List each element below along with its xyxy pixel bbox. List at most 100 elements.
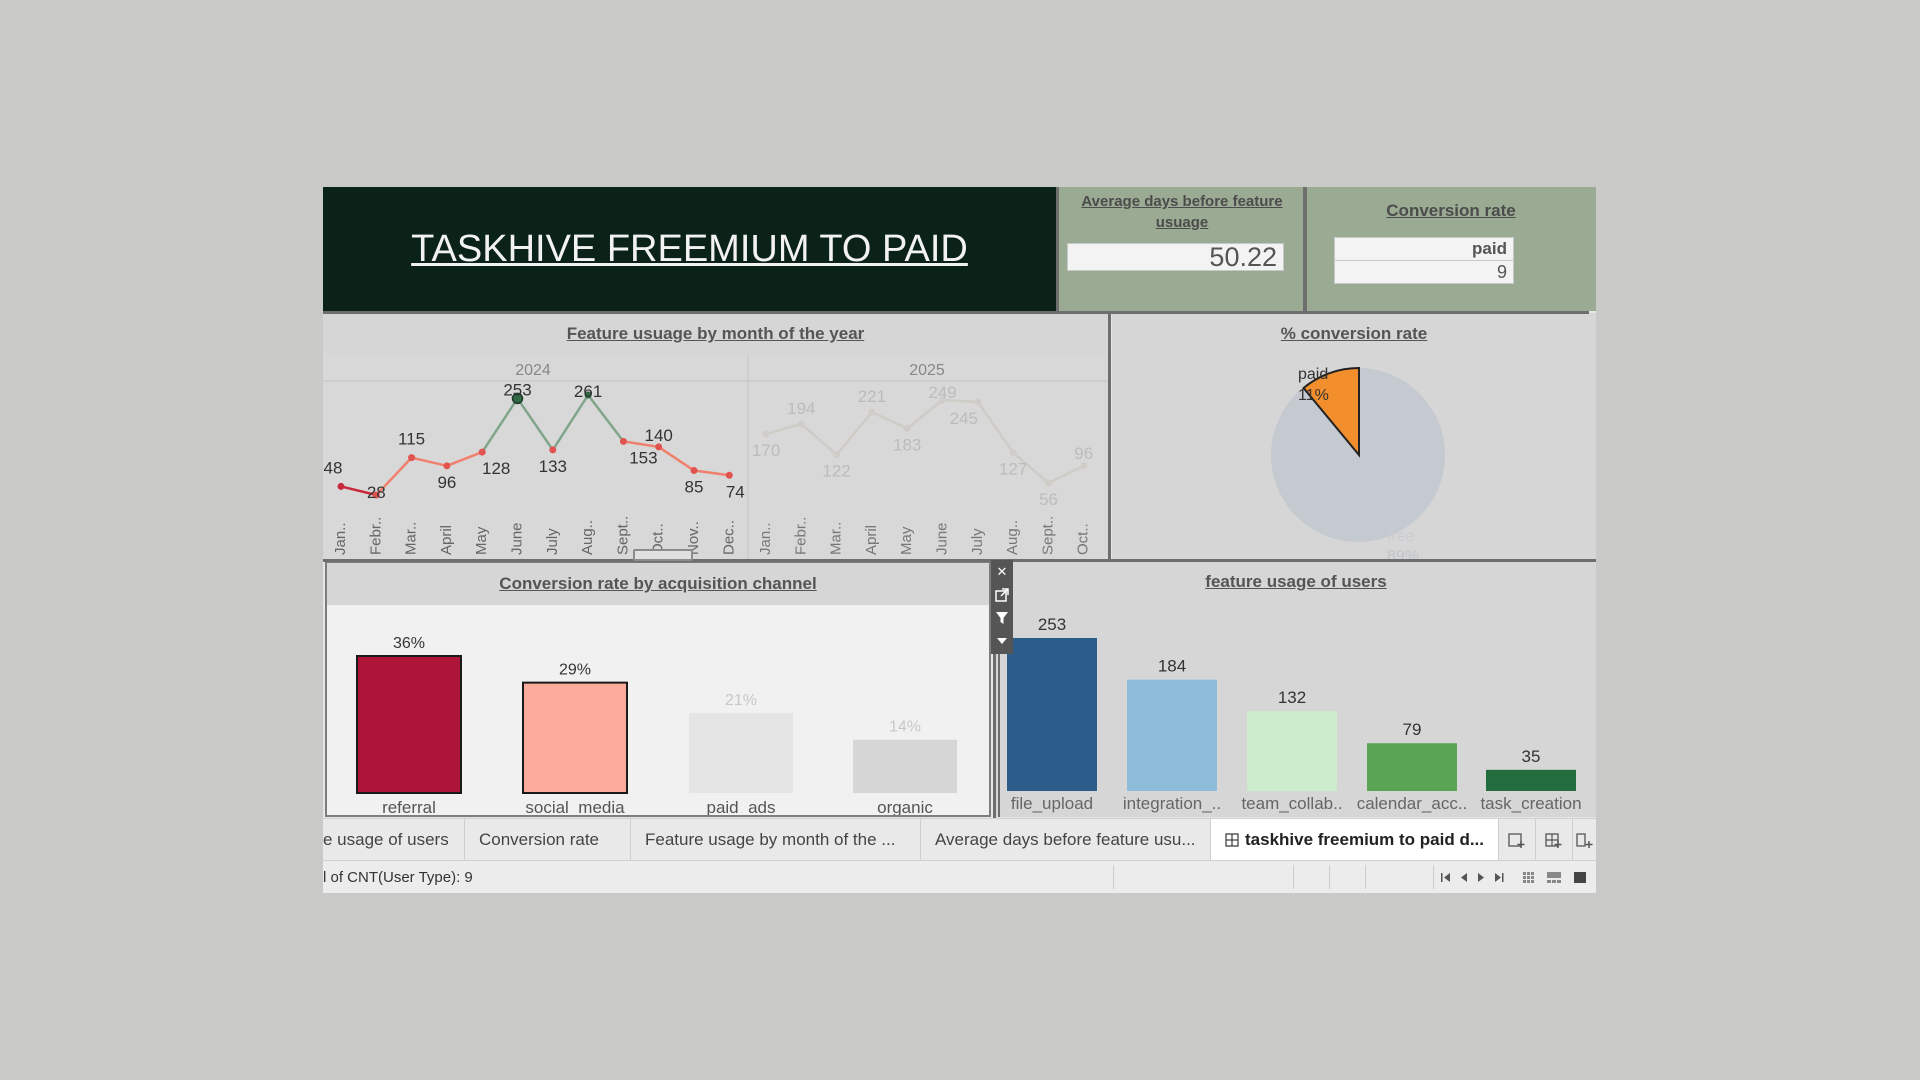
line-segment [1012,451,1050,484]
x-tick-label: April [863,525,880,555]
grid-view-icon[interactable] [1523,872,1534,883]
x-tick-label: Aug.. [579,520,596,555]
data-label: 115 [398,430,425,449]
x-tick-label: task_creation [1480,794,1581,813]
year-header: 2024 [515,362,551,379]
filter-icon[interactable] [991,606,1013,629]
data-label: 183 [893,435,921,454]
status-text: l of CNT(User Type): 9 [323,869,473,886]
line-segment [340,485,377,497]
data-label: 184 [1158,657,1186,676]
x-tick-label: Febr.. [792,517,809,555]
data-point [655,443,663,451]
tab-average-days[interactable]: Average days before feature usu... [921,819,1211,861]
x-tick-label: referral [382,798,436,815]
bar [1486,769,1576,791]
more-options-icon[interactable] [991,629,1013,652]
kpi-conversion-column-header: paid [1334,237,1514,261]
last-page-icon[interactable] [1495,873,1504,882]
kpi-days-label: Average days before feature usuage [1081,193,1283,231]
data-point [868,408,876,416]
x-tick-label: July [969,528,986,555]
data-point [584,391,592,399]
data-label: 170 [752,441,780,460]
divider [323,559,1596,562]
line-segment [587,394,625,443]
data-label: 79 [1403,720,1422,739]
divider [1293,865,1294,889]
x-tick-label: team_collab.. [1241,794,1342,813]
x-tick-label: Jan.. [757,522,774,555]
line-segment [835,411,873,456]
data-point [690,467,698,475]
data-point [939,396,946,404]
data-label: 96 [1074,444,1093,463]
line-segment [551,394,590,451]
dashboard-title: TASKHIVE FREEMIUM TO PAID [411,227,968,270]
divider [1433,865,1434,889]
tab-dashboard[interactable]: taskhive freemium to paid d... [1211,819,1499,861]
line-chart-panel[interactable]: Feature usuage by month of the year 2024… [323,313,1108,561]
data-label: 249 [928,383,956,402]
line-segment [411,456,448,468]
data-label: 28 [367,483,386,502]
bar [1127,679,1217,791]
new-story-icon[interactable] [1573,819,1596,861]
tab-conversion-rate[interactable]: Conversion rate [465,819,631,861]
data-label: 35 [1522,747,1541,766]
feature-chart-panel[interactable]: feature usage of users 253 file_upload 184… [996,561,1596,817]
divider [1108,313,1111,561]
data-label: 140 [645,426,673,445]
divider [1365,865,1366,889]
resize-handle[interactable] [633,549,693,561]
data-label: 29% [559,662,591,679]
x-tick-label: May [898,526,915,555]
tab-feature-usage-by-month[interactable]: Feature usage by month of the ... [631,819,921,861]
channel-chart-panel[interactable]: Conversion rate by acquisition channel 3… [325,561,991,817]
data-point [725,471,733,479]
line-segment [623,440,659,449]
tab-label: taskhive freemium to paid d... [1245,830,1485,849]
divider [1329,865,1330,889]
dashboard-window: TASKHIVE FREEMIUM TO PAID Average days b… [323,187,1596,893]
bar [522,681,628,794]
data-point [478,448,486,456]
line-segment [446,450,483,467]
data-label: 253 [503,380,531,399]
first-page-icon[interactable] [1441,873,1450,882]
popout-icon[interactable] [991,583,1013,606]
data-label: 221 [858,387,886,406]
title-banner: TASKHIVE FREEMIUM TO PAID [323,187,1056,311]
tab-feature-usage-of-users[interactable]: e usage of users [323,819,465,861]
new-dashboard-icon[interactable] [1536,819,1573,861]
data-point [903,424,911,432]
kpi-average-days[interactable]: Average days before feature usuage 50.22 [1059,187,1305,311]
prev-page-icon[interactable] [1461,873,1467,882]
x-tick-label: May [473,526,490,555]
kpi-conversion-rate[interactable]: Conversion rate paid 9 [1306,187,1596,311]
pie-chart-panel[interactable]: % conversion rate paid 11% free 89% [1112,313,1596,561]
channel-bar-chart: 36% referral 29% social_media 21% paid_ads 14%… [356,635,957,815]
data-point [443,462,451,470]
pie-label: paid [1298,366,1328,383]
data-label: 194 [787,399,815,418]
new-worksheet-icon[interactable] [1499,819,1536,861]
kpi-days-value: 50.22 [1067,243,1284,271]
data-label: 253 [1038,615,1066,634]
data-label: 261 [574,382,602,401]
close-icon[interactable]: ✕ [996,563,1008,579]
x-tick-label: July [544,528,561,555]
channel-chart-title: Conversion rate by acquisition channel [327,563,989,605]
line-segment [871,411,908,430]
next-page-icon[interactable] [1478,873,1484,882]
tab-label: Average days before feature usu... [935,830,1196,849]
data-point [762,430,770,438]
x-tick-label: April [438,525,455,555]
floating-toolbar: ✕ [991,560,1013,654]
filmstrip-view-icon[interactable] [1547,872,1561,883]
bar [1247,711,1337,791]
bar [1007,638,1097,791]
year-header: 2025 [909,362,945,379]
single-view-icon[interactable] [1574,872,1586,883]
line-segment [942,398,978,404]
